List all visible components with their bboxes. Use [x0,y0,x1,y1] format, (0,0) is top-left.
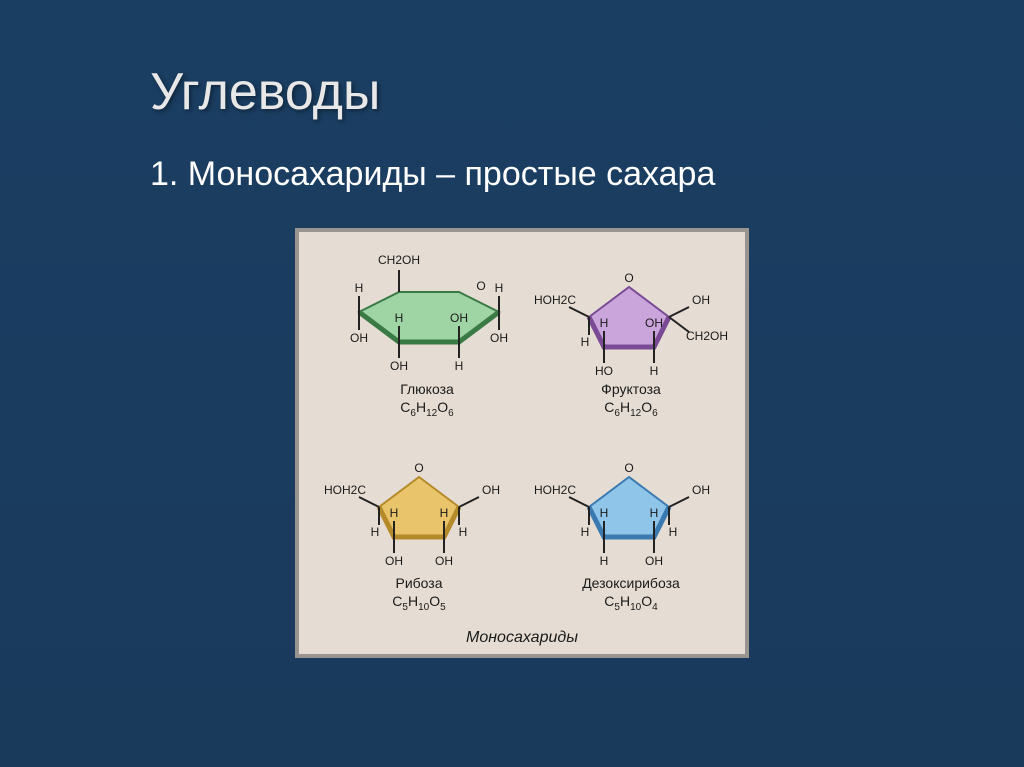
deoxy-o: O [624,461,633,475]
fructose-formula: C6H12O6 [604,399,658,419]
ribose-left: HOH2C [324,483,366,497]
slide-subtitle: 1. Моносахариды – простые сахара [150,155,715,194]
ribose-formula: C5H10O5 [392,593,446,613]
svg-text:OH: OH [645,316,663,330]
glucose-ch2oh: CH2OH [378,253,420,267]
svg-text:OH: OH [385,554,403,568]
molecule-deoxyribose: O HOH2C H OH H H H H OH Дезоксирибоза C5… [534,461,710,613]
svg-text:H: H [371,525,380,539]
deoxy-name: Дезоксирибоза [582,575,680,591]
fructose-right-top: OH [692,293,710,307]
deoxy-formula: C5H10O4 [604,593,658,613]
svg-text:H: H [390,506,399,520]
figure-caption: Моносахариды [466,629,578,646]
fructose-o: O [624,271,633,285]
svg-text:H: H [600,506,609,520]
svg-text:H: H [581,525,590,539]
svg-text:H: H [440,506,449,520]
svg-text:OH: OH [390,359,408,373]
svg-text:H: H [600,316,609,330]
fructose-name: Фруктоза [601,381,661,397]
molecule-ribose: O HOH2C H OH H H OH H OH Рибоза C5H10O5 [324,461,500,613]
svg-text:H: H [650,364,659,378]
ribose-name: Рибоза [395,575,442,591]
svg-text:H: H [669,525,678,539]
deoxy-left: HOH2C [534,483,576,497]
glucose-o: O [476,279,485,293]
molecule-glucose: CH2OH O H OH H OH OH H H [350,253,508,419]
glucose-name: Глюкоза [400,381,454,397]
svg-text:OH: OH [450,311,468,325]
svg-text:H: H [455,359,464,373]
fructose-left: HOH2C [534,293,576,307]
svg-text:OH: OH [645,554,663,568]
ribose-o: O [414,461,423,475]
deoxy-right: OH [692,483,710,497]
svg-text:OH: OH [490,331,508,345]
glucose-formula: C6H12O6 [400,399,454,419]
svg-text:H: H [650,506,659,520]
svg-text:OH: OH [350,331,368,345]
molecule-svg: CH2OH O H OH H OH OH H H [299,232,745,654]
svg-text:H: H [395,311,404,325]
glucose-ring [359,292,499,342]
svg-text:H: H [459,525,468,539]
slide-title: Углеводы [150,62,380,122]
svg-text:H: H [495,281,504,295]
molecule-fructose: O HOH2C OH CH2OH H H HO OH H Фруктоза C6… [534,271,728,419]
svg-text:H: H [600,554,609,568]
svg-text:OH: OH [435,554,453,568]
slide: Углеводы 1. Моносахариды – простые сахар… [0,0,1024,767]
svg-text:H: H [581,335,590,349]
svg-text:H: H [355,281,364,295]
ribose-right: OH [482,483,500,497]
molecule-figure: CH2OH O H OH H OH OH H H [295,228,749,658]
fructose-right-bot: CH2OH [686,329,728,343]
svg-text:HO: HO [595,364,613,378]
